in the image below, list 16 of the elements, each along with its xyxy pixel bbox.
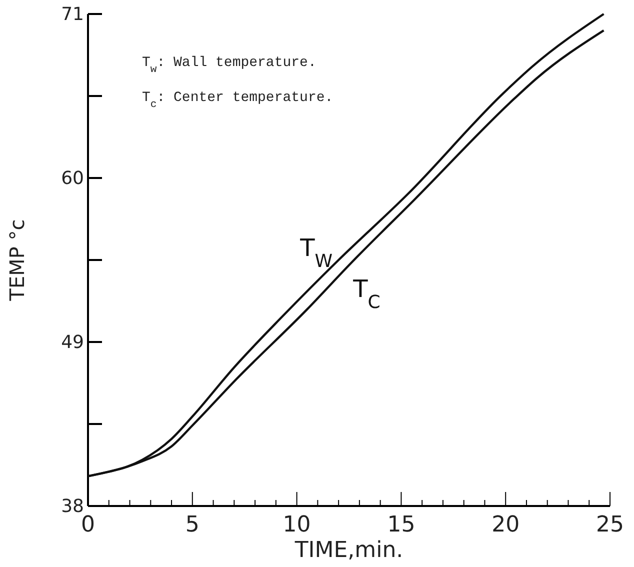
y-tick-label: 38 bbox=[61, 496, 84, 517]
annotation: T$_{w}$: Wall temperature. bbox=[142, 55, 316, 76]
x-tick-label: 20 bbox=[492, 512, 520, 538]
y-tick-label: 60 bbox=[61, 168, 84, 189]
x-tick-label: 0 bbox=[81, 512, 95, 538]
y-tick-label: 71 bbox=[61, 4, 84, 25]
series-label: T$_{W}$ bbox=[299, 234, 333, 272]
x-tick-label: 15 bbox=[387, 512, 416, 538]
x-tick-label: 25 bbox=[596, 512, 624, 538]
annotation: T$_{c}$: Center temperature. bbox=[142, 90, 334, 111]
x-tick-label: 5 bbox=[185, 512, 200, 538]
y-axis-title: TEMP °c bbox=[5, 219, 29, 302]
x-tick-label: 10 bbox=[282, 512, 311, 538]
x-axis-title: TIME,min. bbox=[294, 538, 404, 563]
series-label: T$_{C}$ bbox=[352, 274, 380, 312]
y-tick-label: 49 bbox=[61, 332, 84, 353]
